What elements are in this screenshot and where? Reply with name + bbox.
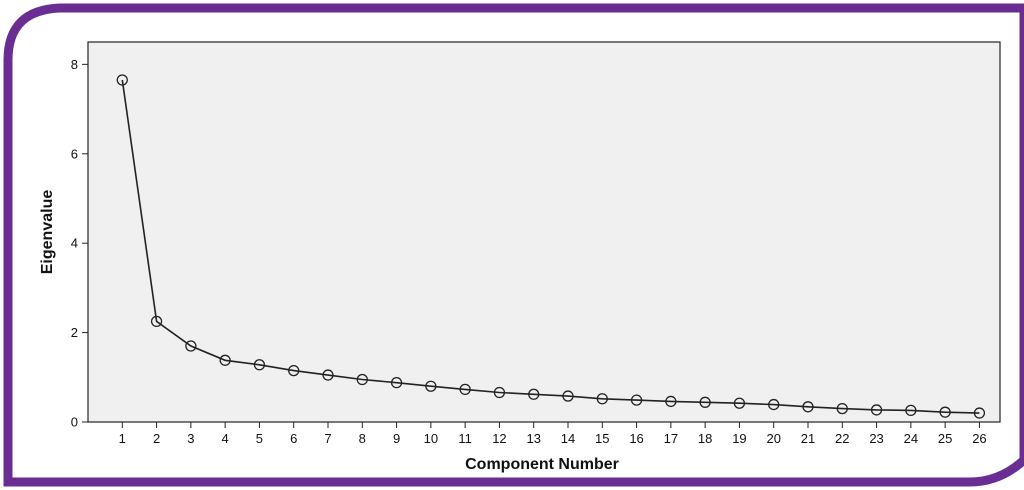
data-point [802,401,814,413]
series-line [121,79,980,414]
data-point [253,359,266,371]
data-point [528,388,540,400]
x-tick-label: 19 [732,431,746,446]
x-tick-label: 22 [835,431,849,446]
data-point [665,395,677,408]
y-tick-label: 4 [71,236,78,251]
series-markers [116,74,986,419]
data-point [973,407,986,419]
x-tick-label: 7 [324,431,331,446]
data-point [905,404,917,417]
x-tick-label: 5 [256,431,263,446]
y-tick-label: 8 [71,57,78,72]
x-tick-label: 12 [492,431,506,446]
data-point [733,397,746,409]
data-point [425,380,437,392]
data-point [699,396,711,408]
data-point [322,369,334,381]
y-axis: 0 2 4 6 8 [71,57,88,430]
frame-border [3,3,1024,487]
x-tick-label: 24 [904,431,918,446]
x-tick-label: 25 [938,431,952,446]
data-point [939,406,951,418]
data-point [870,404,883,416]
x-tick-label: 21 [801,431,815,446]
x-tick-label: 9 [393,431,400,446]
data-point [356,373,368,386]
x-tick-label: 6 [290,431,297,446]
data-point [493,386,506,399]
plot-area [87,41,1001,423]
x-tick-label: 23 [869,431,883,446]
x-tick-label: 13 [526,431,540,446]
x-tick-label: 8 [359,431,366,446]
x-tick-label: 10 [424,431,438,446]
data-point [836,402,848,415]
data-point [459,383,471,396]
data-point [596,393,608,405]
y-tick-label: 0 [71,415,78,430]
y-axis-title: Eigenvalue [39,190,56,275]
x-tick-label: 20 [766,431,780,446]
data-point [390,377,403,389]
x-tick-label: 15 [595,431,609,446]
x-axis: 1 2 3 4 5 6 7 8 9 10 11 12 13 14 15 16 17 18 19 20 21 22 23 24 2… [119,422,987,446]
data-point [562,390,574,402]
x-tick-label: 18 [698,431,712,446]
data-point [219,354,231,366]
data-point [288,364,300,377]
x-tick-label: 17 [664,431,678,446]
x-tick-label: 4 [222,431,229,446]
data-point [150,315,163,328]
data-point [116,74,128,86]
y-tick-label: 6 [71,146,78,161]
data-point [768,398,780,411]
x-tick-label: 2 [153,431,160,446]
x-tick-label: 11 [458,431,472,446]
y-tick-label: 2 [71,325,78,340]
x-axis-title: Component Number [465,456,619,473]
x-tick-label: 16 [629,431,643,446]
x-tick-label: 1 [119,431,126,446]
data-point [185,340,197,352]
data-point [630,394,643,406]
x-tick-label: 14 [561,431,575,446]
x-tick-label: 26 [972,431,986,446]
x-tick-label: 3 [187,431,194,446]
